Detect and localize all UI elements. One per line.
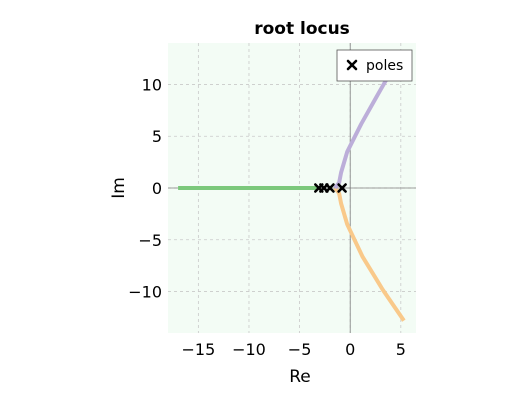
legend-pole-marker xyxy=(346,59,358,71)
legend-pole-marker-stroke-b xyxy=(346,59,358,71)
pole-marker xyxy=(337,183,347,193)
chart-title: root locus xyxy=(254,19,350,39)
pole-marker-stroke-b xyxy=(337,183,347,193)
x-tick-label: −15 xyxy=(181,340,215,359)
series-layer xyxy=(178,71,406,322)
y-tick-label: 0 xyxy=(152,179,162,198)
x-tick-label: −5 xyxy=(288,340,312,359)
pole-marker-stroke-b xyxy=(325,183,335,193)
y-tick-label: 5 xyxy=(152,127,162,146)
legend-entry-poles: poles xyxy=(366,58,403,74)
legend-box xyxy=(336,49,413,82)
x-axis-label: Re xyxy=(289,367,311,387)
y-tick-label: 10 xyxy=(142,75,162,94)
y-axis-label: Im xyxy=(109,177,129,199)
legend: poles xyxy=(336,49,413,82)
y-tick-label: −10 xyxy=(128,283,162,302)
locus-branch-1 xyxy=(333,186,406,322)
x-tick-label: 5 xyxy=(396,340,406,359)
pole-marker xyxy=(325,183,335,193)
x-tick-label: 0 xyxy=(345,340,355,359)
locus-branch-2 xyxy=(333,71,393,190)
legend-marker-poles xyxy=(346,59,358,71)
ticks-layer: −15 −10 −5 0 5 −10 −5 0 5 10 xyxy=(128,75,406,359)
poles-layer xyxy=(314,183,347,193)
y-tick-label: −5 xyxy=(138,231,162,250)
x-tick-label: −10 xyxy=(232,340,266,359)
